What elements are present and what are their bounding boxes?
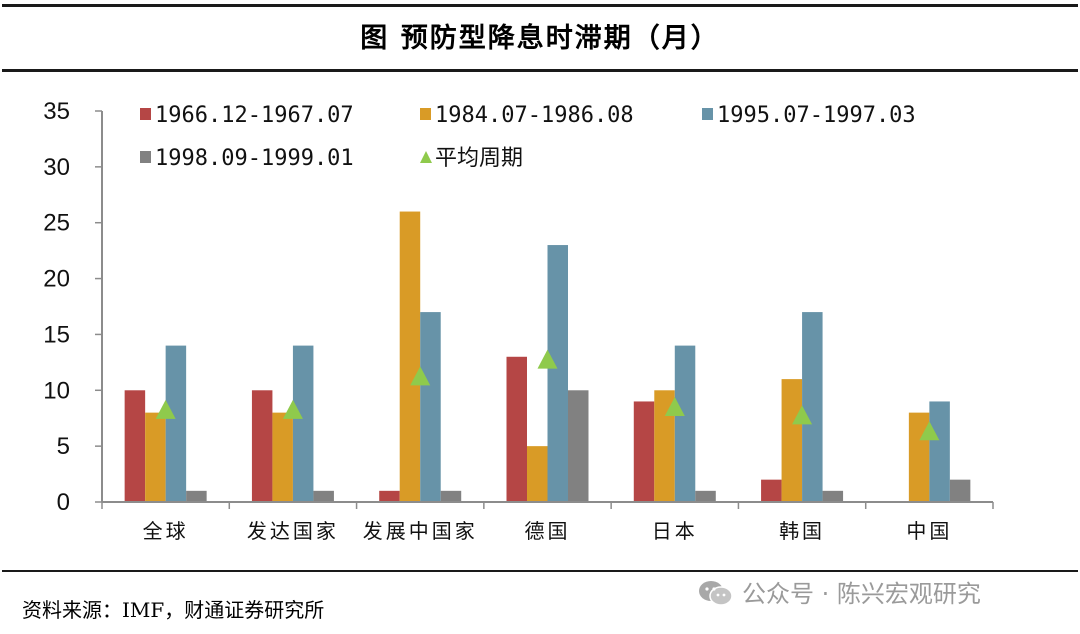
bar xyxy=(547,245,568,503)
top-rule xyxy=(2,4,1078,7)
y-tick-label: 10 xyxy=(43,377,70,404)
bottom-rule xyxy=(2,570,1078,572)
category-label: 日本 xyxy=(652,519,698,543)
average-marker xyxy=(792,405,813,425)
category-label: 德国 xyxy=(525,519,571,543)
category-label: 全球 xyxy=(143,519,189,543)
watermark: 公众号 · 陈兴宏观研究 xyxy=(698,574,981,609)
bar xyxy=(313,490,334,502)
bar xyxy=(929,401,950,502)
legend-label: 1995.07-1997.03 xyxy=(717,103,916,128)
bar xyxy=(949,479,971,502)
legend-item: 1984.07-1986.08 xyxy=(420,103,634,128)
y-tick-label: 0 xyxy=(57,489,70,516)
average-marker xyxy=(410,366,431,386)
y-tick-label: 35 xyxy=(43,98,70,125)
legend-swatch xyxy=(140,108,151,120)
category-label: 中国 xyxy=(906,519,952,543)
y-tick-label: 15 xyxy=(43,321,70,348)
chart-title: 图 预防型降息时滞期（月） xyxy=(360,23,720,54)
average-marker xyxy=(919,421,940,441)
bar xyxy=(399,211,421,503)
title-rule xyxy=(2,69,1078,72)
bar xyxy=(420,312,441,502)
bar xyxy=(292,345,314,502)
bar xyxy=(633,401,655,502)
bar xyxy=(761,479,782,502)
category-label: 韩国 xyxy=(779,519,825,543)
bar xyxy=(506,356,527,502)
bar xyxy=(186,490,207,502)
legend-item: 1966.12-1967.07 xyxy=(140,103,354,128)
legend-label: 1984.07-1986.08 xyxy=(435,103,634,128)
bar xyxy=(908,412,930,502)
legend-label: 1998.09-1999.01 xyxy=(155,146,354,171)
bar xyxy=(781,379,803,502)
legend-item: 平均周期 xyxy=(420,146,523,171)
legend-swatch xyxy=(702,108,713,120)
bar xyxy=(654,390,675,502)
legend-swatch xyxy=(420,108,431,120)
y-tick-label: 20 xyxy=(43,266,70,293)
average-marker xyxy=(537,349,558,369)
bar xyxy=(145,412,166,502)
legend-swatch xyxy=(140,151,151,163)
y-tick-label: 25 xyxy=(43,210,70,237)
category-label: 发展中国家 xyxy=(363,519,478,543)
y-tick-label: 30 xyxy=(43,154,70,181)
average-marker xyxy=(282,399,303,419)
category-label: 发达国家 xyxy=(247,519,339,543)
wechat-icon xyxy=(698,579,734,606)
watermark-text: 公众号 · 陈兴宏观研究 xyxy=(742,580,981,608)
bar xyxy=(822,490,844,502)
bar xyxy=(674,345,696,502)
legend-triangle-icon xyxy=(420,151,432,163)
bar xyxy=(379,490,400,502)
y-tick-label: 5 xyxy=(57,433,70,460)
bar xyxy=(527,446,548,502)
average-marker xyxy=(664,397,685,417)
bar xyxy=(802,312,823,502)
bar xyxy=(695,490,716,502)
legend-label: 平均周期 xyxy=(435,146,523,171)
source-note: 资料来源：IMF，财通证券研究所 xyxy=(22,598,325,622)
legend-item: 1998.09-1999.01 xyxy=(140,146,354,171)
legend-label: 1966.12-1967.07 xyxy=(155,103,354,128)
bar xyxy=(124,390,146,502)
legend-item: 1995.07-1997.03 xyxy=(702,103,916,128)
average-marker xyxy=(155,399,176,419)
bar xyxy=(165,345,187,502)
bar xyxy=(251,390,273,502)
bar xyxy=(568,390,589,502)
bar xyxy=(272,412,293,502)
bar-chart: 0 5 10 15 20 25 30 35 全球 发达国家 发展中国家 德国 日本 韩国 中国 1966.12… xyxy=(43,98,994,543)
bar xyxy=(440,490,462,502)
